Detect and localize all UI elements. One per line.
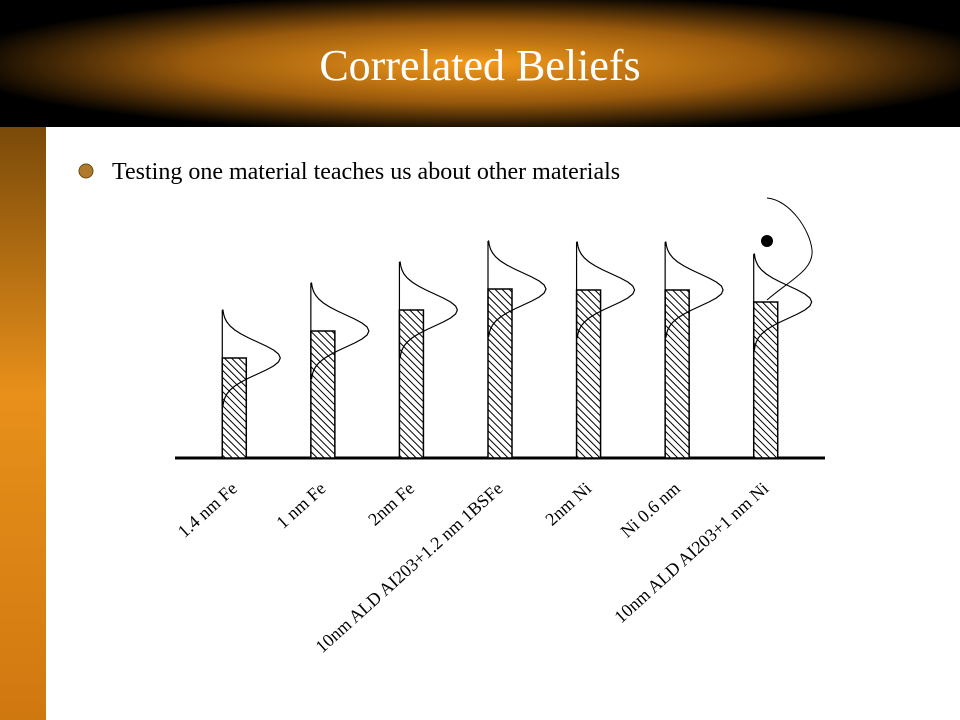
belief-curve xyxy=(487,240,547,338)
bar xyxy=(487,288,513,459)
bar xyxy=(575,289,602,459)
observation-dot xyxy=(761,235,773,247)
bar xyxy=(398,309,425,459)
bar xyxy=(752,301,779,459)
bullet-text: Testing one material teaches us about ot… xyxy=(112,159,620,185)
belief-curve xyxy=(310,282,370,380)
belief-curve xyxy=(221,309,281,407)
bar xyxy=(221,357,248,459)
belief-curve xyxy=(575,241,636,339)
title-bar xyxy=(0,0,960,127)
belief-curve xyxy=(398,261,459,359)
belief-curve xyxy=(753,253,813,351)
bar xyxy=(664,289,690,459)
belief-curve xyxy=(664,241,724,339)
bullet-icon xyxy=(78,163,94,179)
updated-belief-curve xyxy=(766,197,813,301)
slide-title: Correlated Beliefs xyxy=(319,41,640,90)
bar xyxy=(310,330,336,459)
side-bar xyxy=(0,127,46,720)
